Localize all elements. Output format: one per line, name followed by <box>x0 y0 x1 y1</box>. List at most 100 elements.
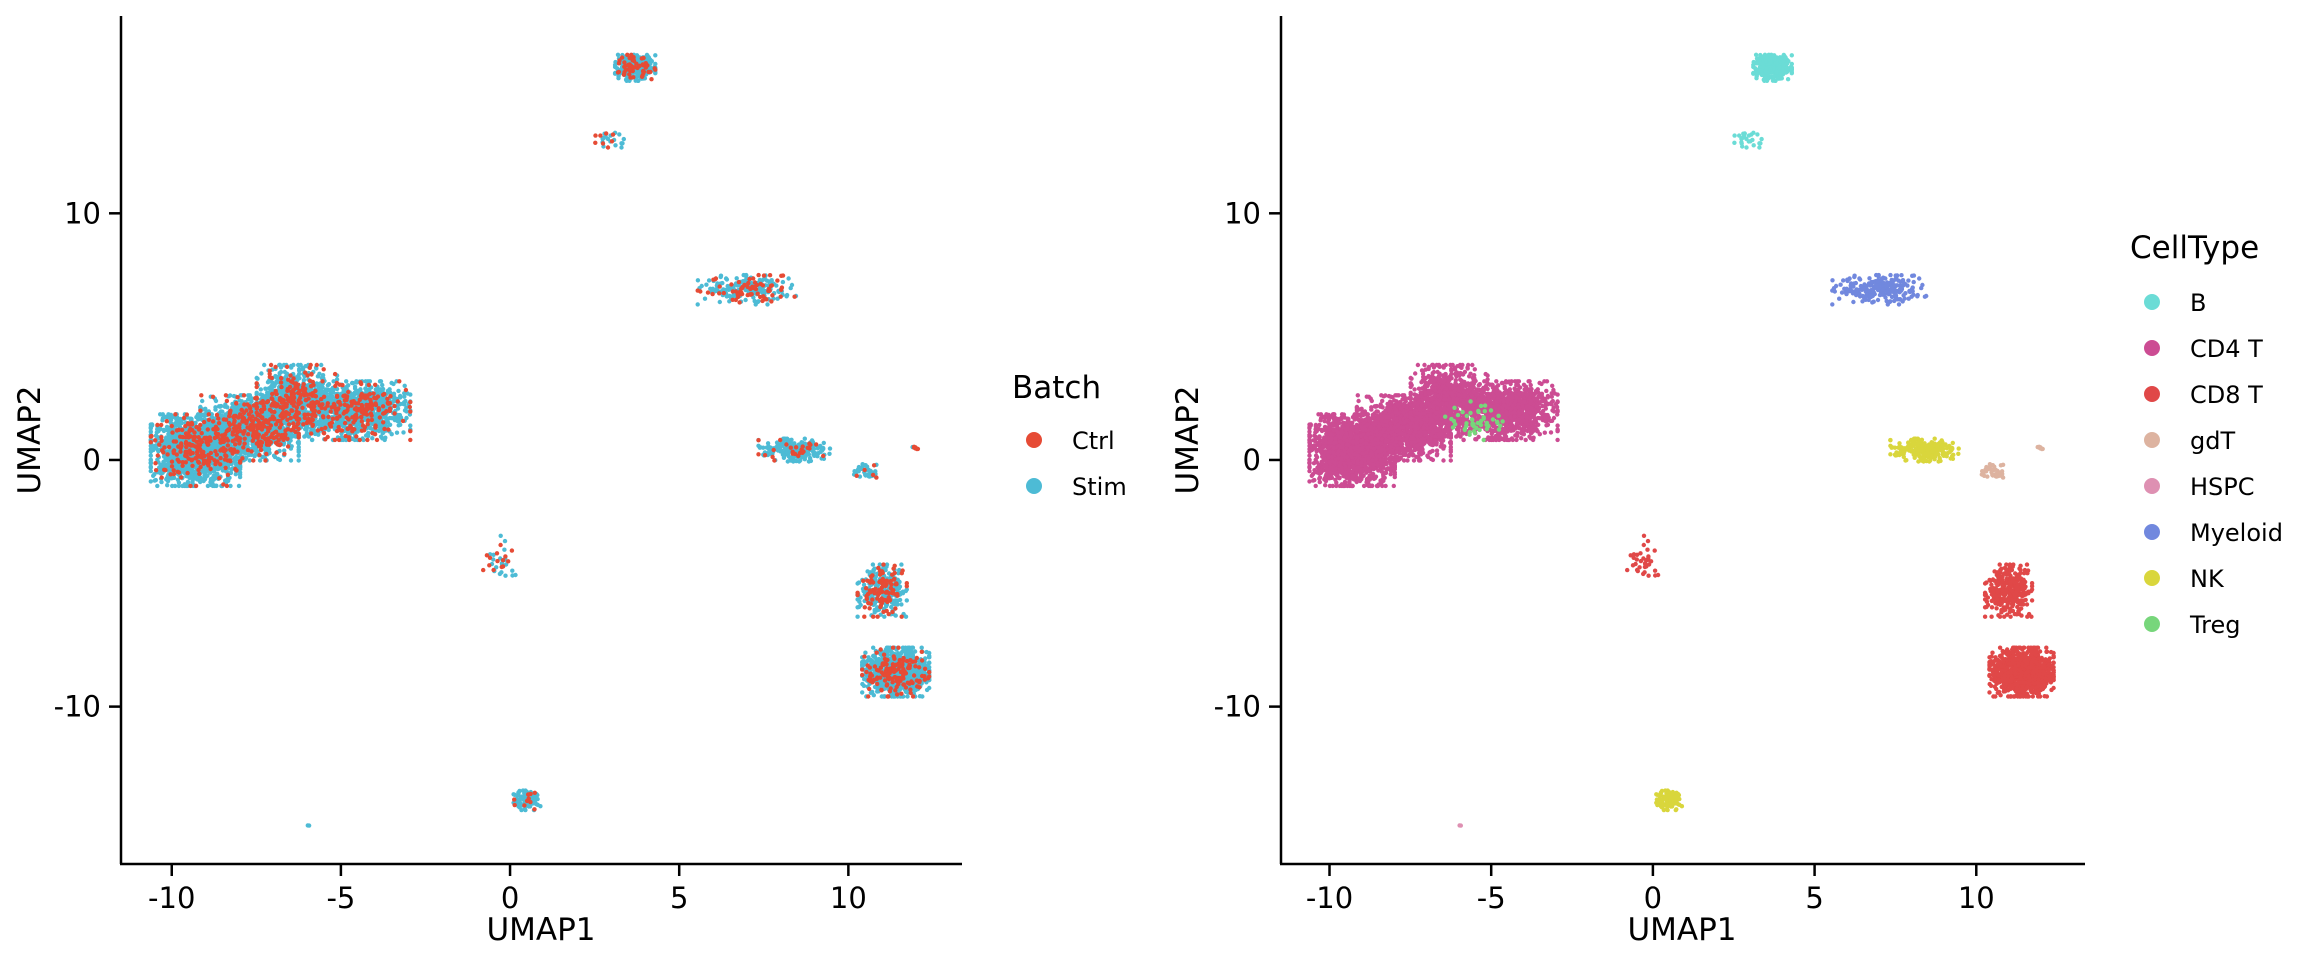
cell-point <box>165 478 171 484</box>
cell-point <box>621 136 626 142</box>
cell-point <box>354 389 359 395</box>
cell-point <box>615 52 621 57</box>
cell-point <box>225 405 230 410</box>
cell-point <box>319 384 324 389</box>
cell-point <box>855 581 860 586</box>
cell-point <box>160 412 165 417</box>
cell-point <box>274 379 279 384</box>
cell-point <box>202 468 207 474</box>
cell-point <box>213 405 218 410</box>
cell-point <box>780 279 786 285</box>
cell-point <box>148 429 153 434</box>
cell-point <box>301 378 307 383</box>
cell-point <box>368 425 373 430</box>
cell-point <box>176 483 182 489</box>
cell-point <box>872 607 877 613</box>
cell-point <box>303 427 308 432</box>
cell-point <box>262 394 267 399</box>
cell-point <box>148 453 153 458</box>
cell-point <box>296 453 301 458</box>
cell-point <box>616 76 621 81</box>
cell-point <box>182 482 187 487</box>
cell-point <box>383 435 388 440</box>
cell-point <box>717 299 722 305</box>
cell-point <box>398 422 403 427</box>
cell-point <box>218 404 223 409</box>
cell-point <box>900 589 906 594</box>
cell-point <box>200 398 205 404</box>
cell-point <box>315 374 321 379</box>
cell-point <box>344 379 349 384</box>
cell-point <box>380 386 386 392</box>
cell-point <box>208 476 214 482</box>
cell-point <box>395 417 400 423</box>
cell-point <box>200 477 205 482</box>
cell-point <box>808 458 814 464</box>
cell-point <box>755 299 760 305</box>
cell-point <box>378 434 384 439</box>
cell-point <box>786 276 791 281</box>
cell-point <box>257 458 263 463</box>
cell-point <box>882 614 887 619</box>
cell-point <box>224 477 230 482</box>
cell-point <box>370 436 375 441</box>
cell-point <box>903 614 909 619</box>
cell-point <box>220 424 226 429</box>
cell-point <box>704 282 709 287</box>
cell-point <box>228 483 233 489</box>
cell-point <box>319 362 324 368</box>
cell-point <box>278 369 284 375</box>
cell-point <box>232 456 237 461</box>
cell-point <box>254 390 259 395</box>
cell-point <box>718 274 723 280</box>
cell-point <box>613 143 618 148</box>
cell-point <box>872 566 877 571</box>
cell-point <box>612 64 618 70</box>
cell-point <box>389 380 394 386</box>
cell-point <box>852 469 857 474</box>
cell-point <box>818 449 823 455</box>
cell-point <box>269 386 274 391</box>
cell-point <box>320 389 325 394</box>
cell-point <box>288 458 294 463</box>
cell-point <box>194 415 199 420</box>
cell-point <box>156 449 161 454</box>
cell-point <box>377 379 383 384</box>
cell-point <box>233 472 238 477</box>
cell-point <box>160 418 165 423</box>
cell-point <box>619 145 624 150</box>
cell-point <box>203 406 208 411</box>
cell-point <box>855 605 860 610</box>
cell-point <box>870 562 876 567</box>
cell-point <box>152 478 157 483</box>
cell-point <box>215 471 220 477</box>
cell-point <box>200 412 205 417</box>
cell-point <box>289 365 294 370</box>
cell-point <box>789 282 795 288</box>
cell-point <box>214 483 219 488</box>
cell-point <box>166 415 171 420</box>
cell-point <box>734 276 739 281</box>
cell-point <box>174 417 180 422</box>
cell-point <box>209 445 214 450</box>
cell-point <box>363 379 368 384</box>
cell-point <box>244 455 249 461</box>
cell-point <box>802 436 807 441</box>
cell-point <box>723 276 729 281</box>
cell-point <box>255 376 260 381</box>
cell-point <box>328 390 334 395</box>
cell-point <box>400 401 406 406</box>
cell-point <box>743 297 748 303</box>
cell-point <box>782 453 787 458</box>
cell-point <box>296 449 301 454</box>
cell-point <box>785 459 790 464</box>
cell-point <box>297 371 302 377</box>
cell-point <box>175 423 181 428</box>
cell-point <box>151 447 156 453</box>
cell-point <box>176 480 182 485</box>
cell-point <box>855 597 860 602</box>
cell-point <box>193 420 198 425</box>
cell-point <box>154 430 159 435</box>
cell-point <box>385 417 390 422</box>
